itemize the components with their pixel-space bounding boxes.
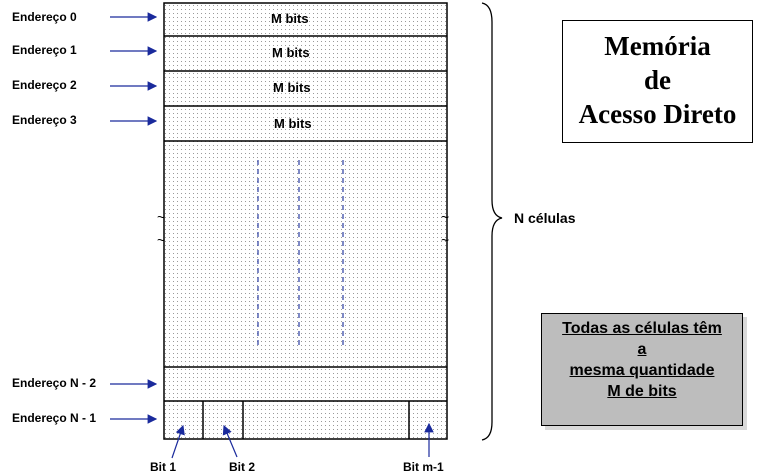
title-line: de bbox=[644, 65, 671, 95]
bit-label: Bit 1 bbox=[150, 460, 177, 474]
title-box: Memória de Acesso Direto bbox=[562, 20, 753, 143]
address-label: Endereço 0 bbox=[12, 10, 77, 24]
bit-arrow bbox=[171, 424, 185, 459]
bit-arrow bbox=[222, 424, 238, 458]
n-cells-label: N células bbox=[514, 210, 576, 226]
note-line: M de bits bbox=[607, 383, 677, 400]
cell-label: M bits bbox=[273, 80, 311, 95]
brace bbox=[481, 2, 503, 441]
note-line: Todas as células têm bbox=[562, 320, 722, 337]
note-box: Todas as células têm a mesma quantidade … bbox=[541, 313, 743, 426]
address-label: Endereço N - 1 bbox=[12, 411, 97, 425]
note-line: mesma quantidade bbox=[569, 362, 715, 379]
address-label: Endereço 3 bbox=[12, 113, 77, 127]
address-label: Endereço 1 bbox=[12, 43, 77, 57]
note-line: a bbox=[637, 341, 647, 358]
cell-label: M bits bbox=[271, 11, 309, 26]
memory-block bbox=[163, 2, 448, 440]
cell-label: M bits bbox=[272, 45, 310, 60]
break-mark: ~ bbox=[441, 209, 449, 225]
title-line: Acesso Direto bbox=[578, 99, 737, 129]
address-label: Endereço N - 2 bbox=[12, 376, 97, 390]
break-mark: ~ bbox=[441, 232, 449, 248]
bit-label: Bit 2 bbox=[229, 460, 256, 474]
address-label: Endereço 2 bbox=[12, 78, 77, 92]
break-mark: ~ bbox=[157, 209, 165, 225]
break-mark: ~ bbox=[157, 232, 165, 248]
cell-label: M bits bbox=[274, 116, 312, 131]
bit-label: Bit m-1 bbox=[403, 460, 444, 474]
title-line: Memória bbox=[604, 31, 711, 61]
